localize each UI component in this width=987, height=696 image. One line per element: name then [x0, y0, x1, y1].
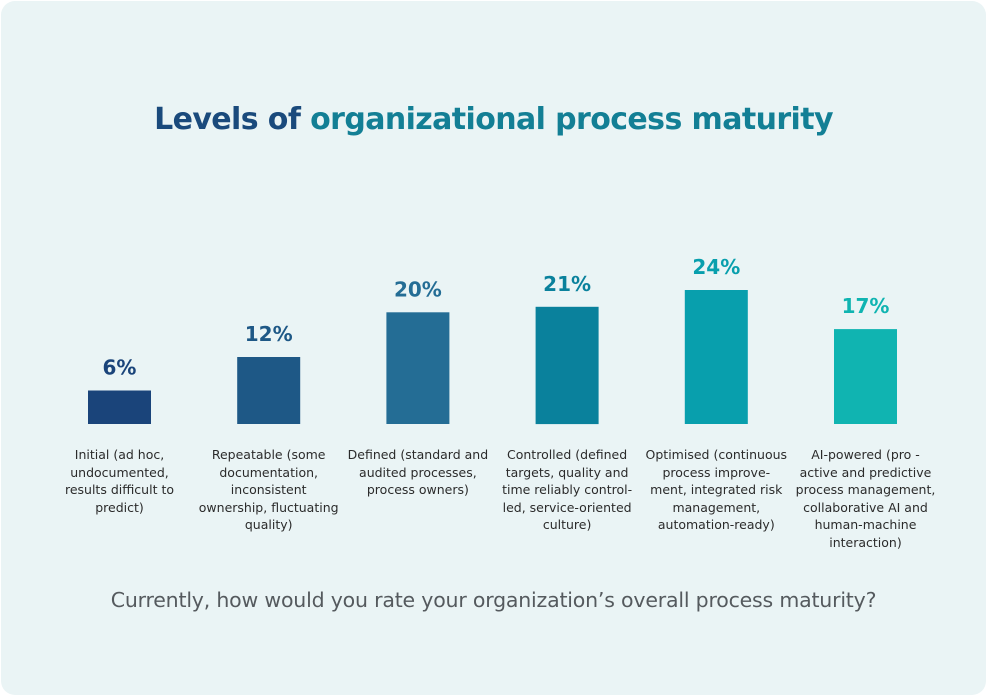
- value-label-6: 17%: [842, 294, 890, 318]
- title-part-1: Levels of: [154, 102, 301, 137]
- chart-title: Levels of organizational process maturit…: [0, 102, 987, 137]
- category-label-2: Repeatable (some documentation, inconsiste…: [198, 447, 339, 532]
- bar-1: [88, 390, 151, 424]
- category-label-6: AI-powered (pro - active and predictive pr…: [795, 447, 936, 550]
- bar-3: [386, 312, 450, 424]
- category-label-4: Controlled (defined targets, quality and t…: [502, 447, 633, 532]
- survey-question: Currently, how would you rate your organ…: [110, 588, 877, 612]
- title-part-2: organizational process maturity: [310, 102, 833, 137]
- value-label-3: 20%: [394, 277, 442, 301]
- category-label-5: Optimised (continuous process improve-men…: [645, 447, 788, 532]
- category-label-1: Initial (ad hoc, undocumented, results dif…: [64, 447, 175, 515]
- value-label-5: 24%: [692, 255, 740, 279]
- value-label-2: 12%: [245, 322, 293, 346]
- bar-5: [684, 290, 748, 424]
- bar-2: [237, 357, 301, 424]
- bar-6: [834, 329, 897, 424]
- category-label-3: Defined (standard and audited processes, p…: [347, 447, 489, 497]
- value-label-1: 6%: [103, 356, 137, 380]
- bar-4: [535, 306, 599, 425]
- value-label-4: 21%: [543, 272, 591, 296]
